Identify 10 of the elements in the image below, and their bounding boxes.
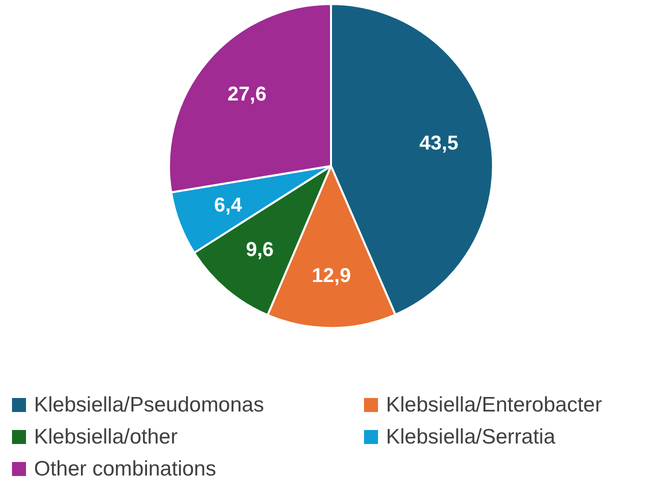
legend-label: Klebsiella/Serratia: [386, 426, 556, 448]
data-label: 9,6: [246, 238, 274, 261]
legend-label: Other combinations: [34, 458, 216, 480]
legend-label: Klebsiella/Enterobacter: [386, 394, 602, 416]
legend-label: Klebsiella/other: [34, 426, 178, 448]
data-label: 43,5: [419, 132, 458, 155]
data-label: 27,6: [228, 84, 266, 106]
data-label: 12,9: [312, 265, 351, 288]
legend-label: Klebsiella/Pseudomonas: [34, 394, 264, 416]
data-label: 6,4: [214, 194, 243, 216]
